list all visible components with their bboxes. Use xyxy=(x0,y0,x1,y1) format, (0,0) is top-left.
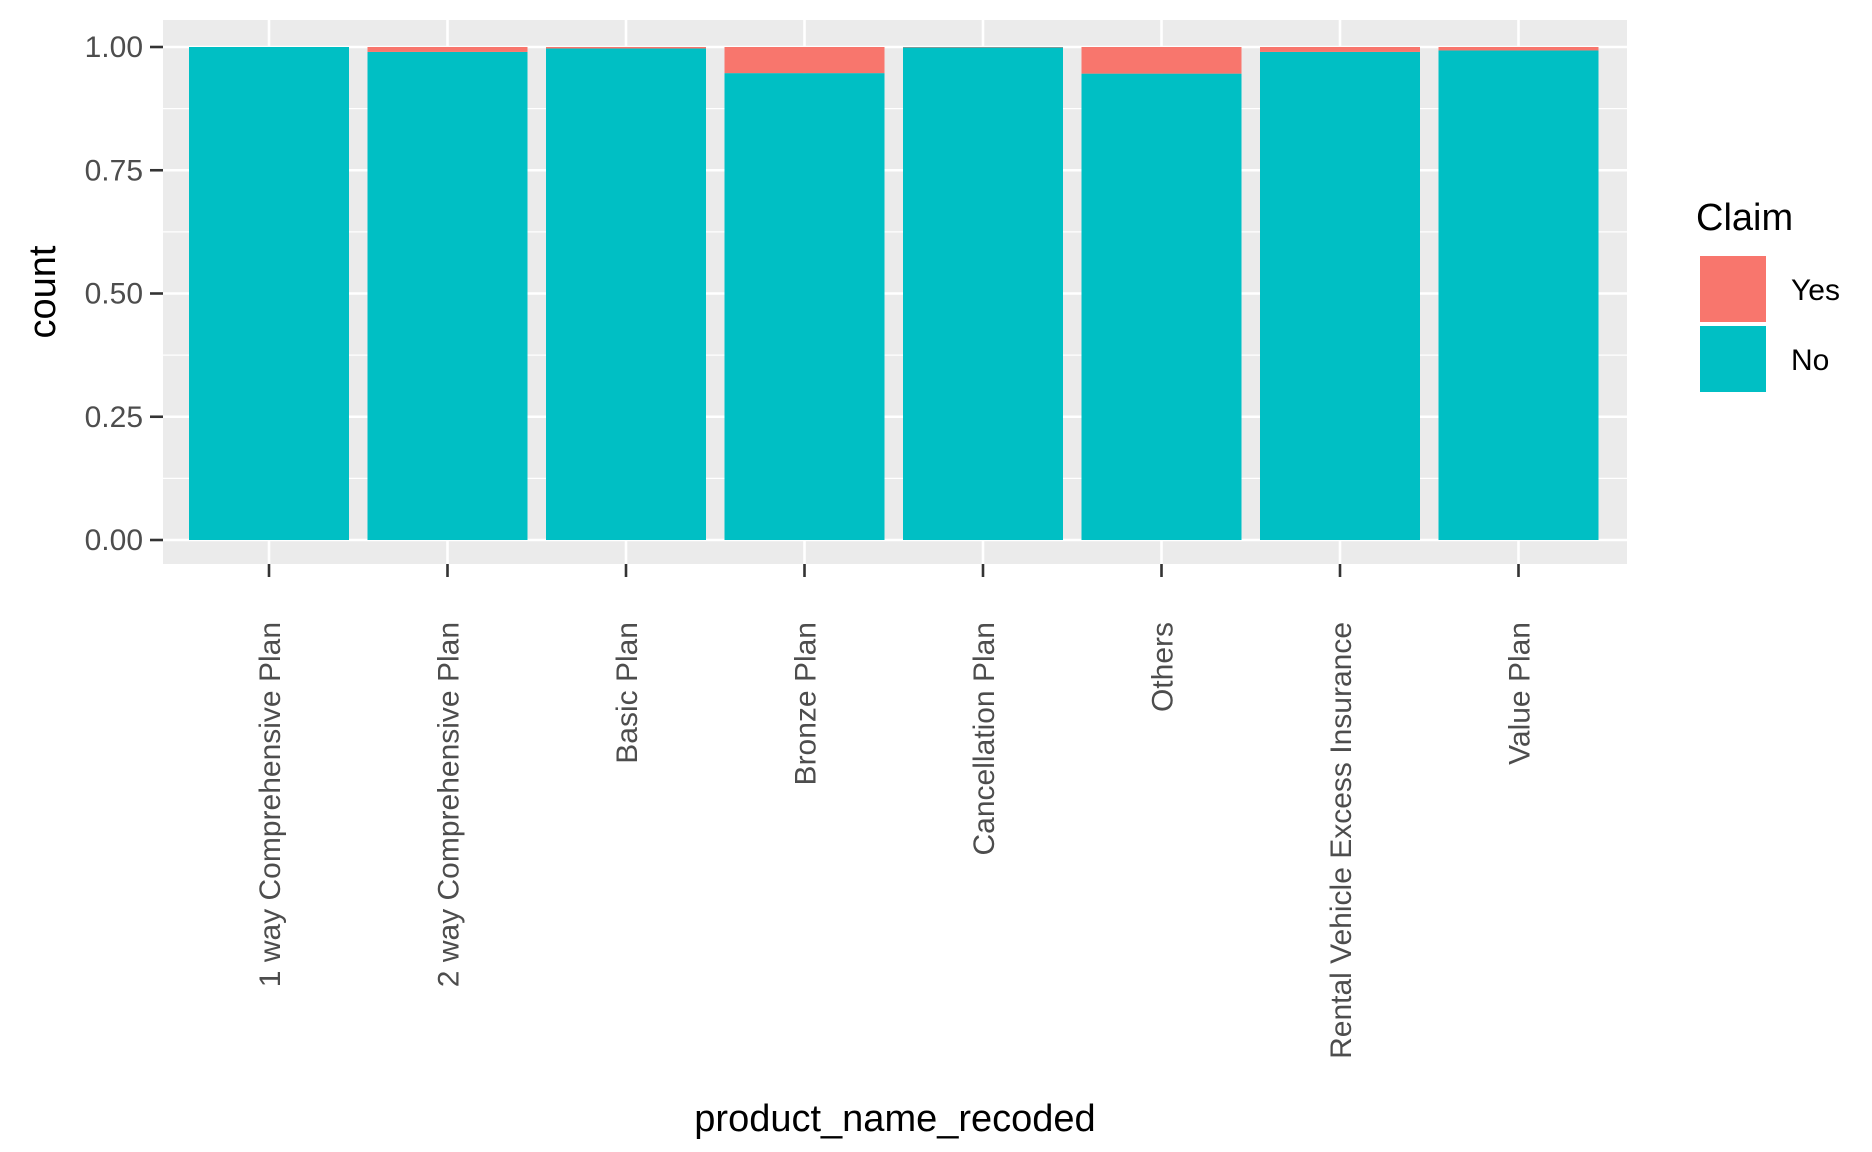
y-axis-title: count xyxy=(22,245,64,338)
legend-key-yes xyxy=(1700,256,1766,322)
bar-no xyxy=(1081,73,1242,540)
x-tick-label: Bronze Plan xyxy=(790,622,823,785)
bar-no xyxy=(546,48,706,540)
legend-title: Claim xyxy=(1696,197,1793,239)
x-tick-label: Others xyxy=(1147,622,1180,712)
y-axis: 0.00 0.25 0.50 0.75 1.00 xyxy=(85,31,163,557)
bar-yes xyxy=(1438,47,1599,51)
x-axis-title: product_name_recoded xyxy=(694,1098,1095,1140)
x-tick-label: Cancellation Plan xyxy=(968,622,1001,855)
x-tick-label: Rental Vehicle Excess Insurance xyxy=(1325,622,1358,1059)
bar-yes xyxy=(724,47,885,74)
bar-yes xyxy=(1260,47,1420,52)
y-tick-label: 0.00 xyxy=(85,524,143,557)
bars xyxy=(189,47,1599,541)
x-axis: 1 way Comprehensive Plan 2 way Comprehens… xyxy=(254,564,1537,1059)
y-tick-label: 1.00 xyxy=(85,31,143,64)
x-tick-label: Basic Plan xyxy=(611,622,644,764)
y-tick-label: 0.75 xyxy=(85,154,143,187)
legend-label-yes: Yes xyxy=(1791,274,1840,307)
bar-no xyxy=(367,51,528,541)
x-tick-label: Value Plan xyxy=(1504,622,1537,765)
bar-no xyxy=(189,47,349,540)
bar-no xyxy=(1260,51,1420,541)
legend-label-no: No xyxy=(1791,344,1829,377)
y-tick-label: 0.25 xyxy=(85,401,143,434)
bar-no xyxy=(903,47,1063,540)
bar-yes xyxy=(1081,47,1242,74)
bar-yes xyxy=(367,47,528,52)
bar-no xyxy=(1438,50,1599,541)
x-tick-label: 1 way Comprehensive Plan xyxy=(254,622,287,987)
legend: Claim Yes No xyxy=(1696,197,1840,392)
bar-yes xyxy=(546,47,706,49)
x-tick-label: 2 way Comprehensive Plan xyxy=(433,622,466,987)
legend-key-no xyxy=(1700,326,1766,392)
y-tick-label: 0.50 xyxy=(85,278,143,311)
bar-no xyxy=(724,73,885,540)
